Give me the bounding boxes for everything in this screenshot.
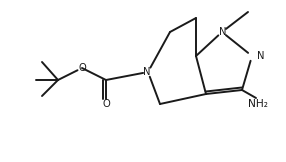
Text: NH₂: NH₂ (248, 99, 268, 109)
Text: N: N (219, 27, 227, 37)
Text: N: N (257, 51, 265, 61)
Text: O: O (102, 99, 110, 109)
Text: N: N (143, 67, 151, 77)
Text: O: O (78, 63, 86, 73)
